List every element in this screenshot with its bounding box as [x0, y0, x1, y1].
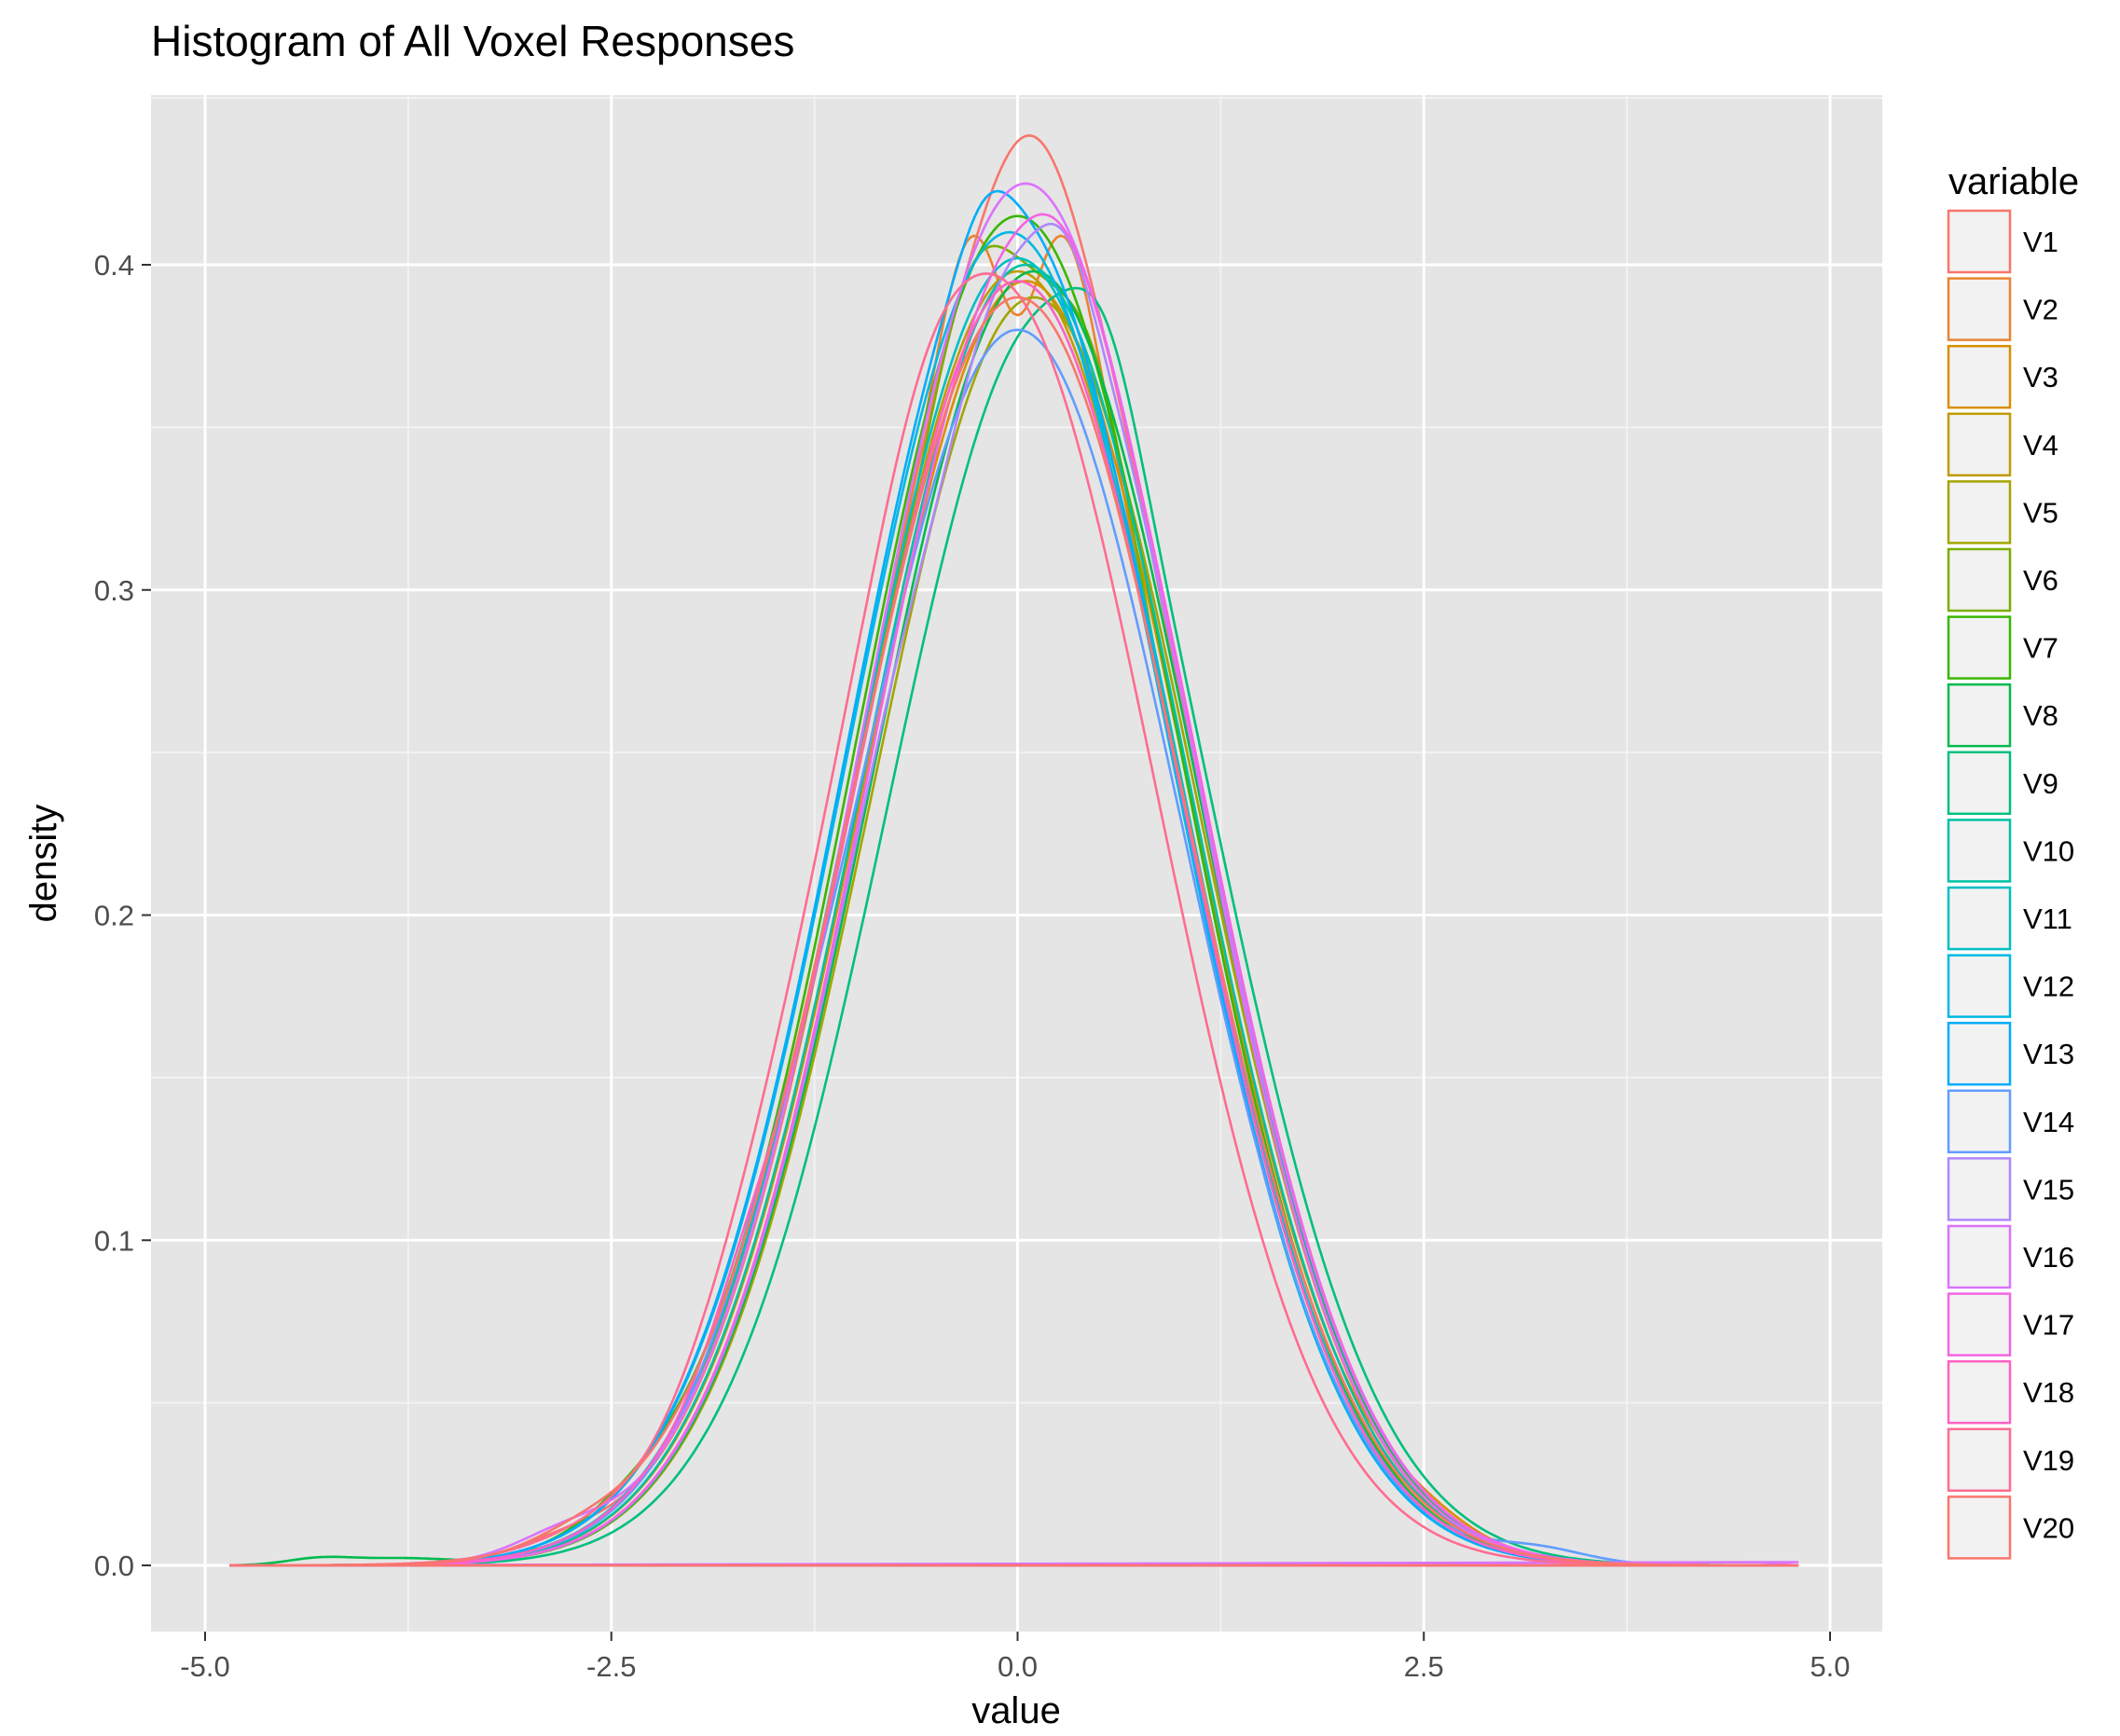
legend-item-V6: V6 [1947, 547, 2058, 613]
legend-item-V5: V5 [1947, 480, 2058, 544]
density-curves [229, 134, 1799, 1567]
legend-item-V7: V7 [1947, 615, 2058, 680]
density-curve-V9 [229, 286, 1799, 1567]
x-tick-label: 0.0 [998, 1650, 1038, 1683]
density-curve-V18 [229, 280, 1799, 1567]
legend-key [1947, 682, 2012, 748]
legend-item-V19: V19 [1947, 1427, 2074, 1493]
legend-key [1947, 209, 2012, 274]
y-tick-label: 0.3 [94, 574, 134, 607]
legend-key [1947, 1427, 2012, 1493]
legend-label: V3 [2023, 361, 2058, 393]
legend-label: V15 [2023, 1173, 2074, 1206]
y-axis-title: density [23, 805, 64, 923]
legend-label: V19 [2023, 1444, 2074, 1477]
x-axis-ticks: -5.0 -2.5 0.0 2.5 5.0 [180, 1632, 1851, 1683]
legend-item-V8: V8 [1947, 682, 2058, 748]
legend-item-V11: V11 [1947, 886, 2072, 951]
legend-item-V10: V10 [1947, 819, 2074, 883]
legend-item-V4: V4 [1947, 412, 2058, 477]
x-tick-label: 5.0 [1810, 1650, 1850, 1683]
legend-key [1947, 547, 2012, 613]
legend-label: V8 [2023, 699, 2058, 732]
legend-item-V20: V20 [1947, 1495, 2074, 1560]
legend-label: V20 [2023, 1511, 2074, 1544]
legend-label: V5 [2023, 496, 2058, 529]
legend-key [1947, 1495, 2012, 1560]
legend-item-V17: V17 [1947, 1292, 2074, 1357]
y-tick-label: 0.2 [94, 900, 134, 932]
x-tick-label: 2.5 [1404, 1650, 1444, 1683]
legend-label: V1 [2023, 226, 2058, 258]
legend-item-V18: V18 [1947, 1359, 2074, 1425]
legend-label: V7 [2023, 632, 2058, 665]
legend-label: V12 [2023, 971, 2074, 1003]
y-tick-label: 0.1 [94, 1224, 134, 1257]
legend-key [1947, 954, 2012, 1018]
legend-label: V4 [2023, 429, 2058, 462]
legend-key [1947, 1224, 2012, 1289]
legend-item-V3: V3 [1947, 344, 2058, 409]
y-axis-ticks: 0.0 0.1 0.2 0.3 0.4 [94, 249, 151, 1582]
legend-item-V13: V13 [1947, 1021, 2074, 1086]
legend-label: V6 [2023, 564, 2058, 597]
legend-label: V18 [2023, 1376, 2074, 1409]
legend-title: variable [1948, 161, 2079, 202]
legend-item-V14: V14 [1947, 1089, 2074, 1154]
legend-label: V17 [2023, 1309, 2074, 1342]
legend-label: V9 [2023, 767, 2058, 800]
legend-key [1947, 819, 2012, 883]
legend-label: V10 [2023, 834, 2074, 867]
legend-key [1947, 1089, 2012, 1154]
legend-label: V14 [2023, 1106, 2074, 1138]
legend-key [1947, 751, 2012, 816]
legend-item-V15: V15 [1947, 1157, 2074, 1221]
legend-key [1947, 886, 2012, 951]
legend: V1 V2 V3 V4 V5 V6 V7 V8 V9 V10 V11 V12 V13 V14 V15 V16 V… [1947, 209, 2074, 1560]
legend-item-V2: V2 [1947, 277, 2058, 341]
legend-item-V12: V12 [1947, 954, 2074, 1018]
x-tick-label: -5.0 [180, 1650, 229, 1683]
legend-key [1947, 1292, 2012, 1357]
legend-label: V16 [2023, 1241, 2074, 1274]
legend-key [1947, 277, 2012, 341]
legend-item-V1: V1 [1947, 209, 2058, 274]
density-curve-V20 [229, 296, 1799, 1567]
chart-title: Histogram of All Voxel Responses [151, 17, 794, 65]
legend-label: V2 [2023, 294, 2058, 326]
legend-label: V11 [2023, 902, 2072, 935]
legend-key [1947, 412, 2012, 477]
legend-key [1947, 1157, 2012, 1221]
legend-key [1947, 480, 2012, 544]
density-curve-V17 [229, 213, 1799, 1567]
legend-key [1947, 615, 2012, 680]
legend-label: V13 [2023, 1038, 2074, 1070]
legend-key [1947, 1359, 2012, 1425]
legend-item-V16: V16 [1947, 1224, 2074, 1289]
legend-key [1947, 1021, 2012, 1086]
x-axis-title: value [971, 1690, 1061, 1731]
y-tick-label: 0.0 [94, 1550, 134, 1582]
legend-key [1947, 344, 2012, 409]
x-tick-label: -2.5 [586, 1650, 636, 1683]
y-tick-label: 0.4 [94, 249, 134, 282]
legend-item-V9: V9 [1947, 751, 2058, 816]
